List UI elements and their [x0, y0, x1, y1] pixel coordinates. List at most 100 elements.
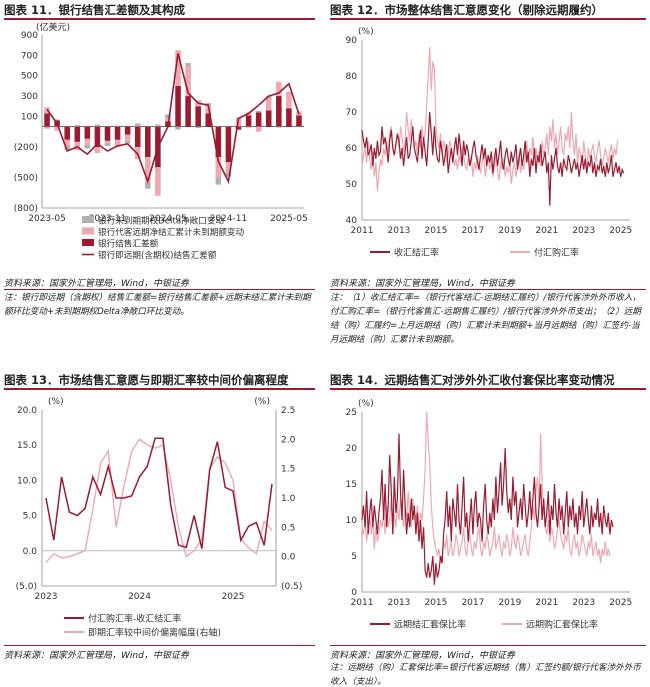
source-text: 资料来源：国家外汇管理局，Wind，中银证券 [4, 279, 189, 289]
bar-grey [276, 126, 282, 128]
y-tick-label-right: (0.5) [281, 582, 302, 592]
bar-dark [265, 110, 272, 127]
x-tick-label: 2015 [424, 598, 447, 608]
legend-label: 收汇结汇率 [394, 247, 439, 259]
bar-light [145, 157, 151, 183]
y-tick-label: (800) [14, 204, 38, 214]
bar-light [265, 98, 272, 111]
y-tick-label-right: 0.5 [281, 523, 295, 533]
bar-dark [104, 126, 111, 141]
y-tick-label: 300 [21, 92, 38, 102]
panel-title: 图表 11．银行结售汇差额及其构成 [4, 3, 186, 17]
x-tick-label: 2023 [35, 592, 58, 602]
y-tick-label: 60 [346, 144, 358, 154]
panel-title: 图表 14．远期结售汇对涉外外汇收付套保比率变动情况 [330, 373, 615, 387]
y-tick-label: 100 [21, 112, 38, 122]
bar-grey [195, 126, 201, 129]
x-tick-label: 2025 [222, 592, 245, 602]
bar-dark [245, 115, 252, 127]
y-unit-label-right: (%) [254, 397, 270, 407]
x-tick-label: 2015 [424, 226, 447, 236]
bar-line-chart-balance: (亿美元)900700500300100(200)(500)(800)2023-… [14, 21, 308, 261]
bar-grey [114, 125, 121, 127]
bar-dark [205, 113, 212, 127]
bar-grey [94, 124, 101, 127]
x-tick-label: 2023 [572, 598, 595, 608]
bar-dark [296, 115, 302, 127]
y-tick-label-right: 1.0 [281, 494, 296, 504]
legend-label: 付汇购汇率 [534, 247, 579, 259]
y-tick-label-right: 2.0 [281, 435, 296, 445]
source-text: 资料来源：国家外汇管理局，Wind，中银证券 [4, 651, 189, 661]
note-text: 注：银行即远期（含期权）结售汇差额=银行结售汇差额+远期未结汇累计未到期额环比变… [4, 293, 311, 317]
x-tick-label: 2013 [388, 226, 411, 236]
series-line-dark [361, 111, 625, 206]
x-tick-label: 2023-05 [28, 214, 66, 224]
legend-label: 银行结售汇差额 [98, 238, 159, 250]
bar-dark [185, 96, 191, 127]
y-unit-label: (%) [358, 27, 374, 37]
bar-grey [124, 140, 131, 144]
y-tick-label-left: 20.0 [17, 406, 37, 416]
x-tick-label: 2021 [535, 598, 558, 608]
bar-dark [44, 113, 50, 127]
bar-light [165, 118, 171, 122]
x-tick-label: 2025 [609, 598, 632, 608]
bar-dark [215, 126, 222, 158]
series-line-light [361, 47, 619, 192]
y-tick-label: 70 [346, 108, 358, 118]
bar-light [74, 141, 81, 150]
bar-dark [145, 126, 151, 158]
bar-grey [205, 103, 212, 106]
x-tick-label: 2023 [572, 226, 595, 236]
legend-label: 银行未到期期权Delta净敞口变动 [98, 215, 224, 227]
x-tick-label: 2017 [461, 226, 484, 236]
x-tick-label: 2013 [388, 598, 411, 608]
y-tick-label: 5 [351, 552, 357, 562]
bar-grey [145, 182, 151, 189]
x-tick-label: 2017 [461, 598, 484, 608]
bar-grey [104, 142, 111, 146]
panel-willingness-vs-deviation: 图表 13．市场结售汇意愿与即期汇率较中间价偏离程度 (%) (%) 20.0 15.… [4, 370, 315, 661]
legend-label: 付汇购汇率-收汇结汇率 [88, 613, 181, 625]
legend-swatch [82, 239, 94, 246]
x-tick-label: 2019 [498, 226, 521, 236]
bar-light [225, 162, 232, 173]
bar-grey [165, 114, 171, 119]
legend-label: 银行代客远期净结汇累计未到期额变动 [98, 226, 245, 238]
bar-grey [134, 123, 141, 127]
bar-light [124, 134, 131, 141]
legend-label: 银行即远期(含期权)结售汇差额 [98, 249, 217, 261]
y-tick-label: 50 [346, 180, 358, 190]
bar-dark [84, 126, 91, 139]
x-tick-label: 2011 [351, 598, 374, 608]
panel-title: 图表 13．市场结售汇意愿与即期汇率较中间价偏离程度 [4, 373, 289, 387]
bar-light [255, 126, 262, 132]
y-tick-label: 90 [346, 36, 358, 46]
x-tick-label: 2025 [609, 226, 632, 236]
bar-light [114, 139, 121, 147]
note-text: 注：（1）收汇结汇率=（银行代客结汇-远期结汇履约）/银行代客涉外外币收入，付汇… [330, 293, 641, 345]
y-tick-label-left: 10.0 [17, 476, 37, 486]
series-line-net [46, 53, 300, 185]
series-line-spread [45, 437, 273, 549]
bar-dark [175, 85, 181, 127]
x-tick-label: 2011 [351, 226, 374, 236]
bar-dark [276, 96, 282, 127]
bar-dark [124, 126, 131, 135]
bar-grey [74, 125, 81, 127]
y-tick-label: 20 [346, 444, 358, 454]
bar-light [54, 126, 60, 131]
panel-title: 图表 12．市场整体结售汇意愿变化（剔除远期履约） [330, 3, 604, 17]
y-tick-label: 500 [21, 72, 38, 82]
x-tick-label: 2023-11 [89, 214, 127, 224]
legend-swatch [82, 227, 94, 235]
x-tick-label: 2019 [498, 598, 521, 608]
y-tick-label-left: 0.0 [23, 547, 38, 557]
bar-grey [175, 126, 181, 130]
x-tick-label: 2024 [128, 592, 151, 602]
bar-light [104, 140, 111, 143]
y-tick-label: 40 [346, 216, 358, 226]
bar-dark [94, 126, 101, 147]
